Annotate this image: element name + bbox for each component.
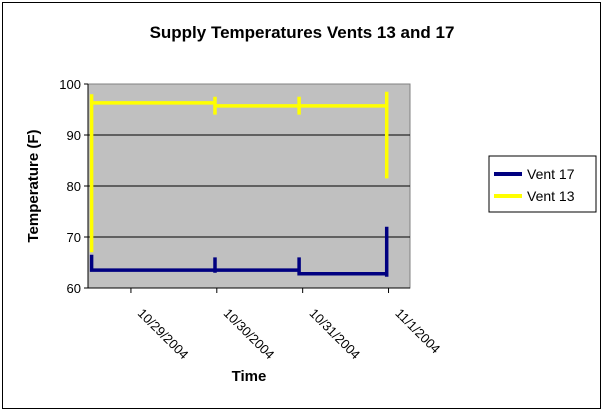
legend-label: Vent 13 [527, 188, 575, 204]
grid-lines [88, 134, 410, 238]
y-tick-label: 90 [67, 128, 81, 143]
legend: Vent 17 Vent 13 [488, 155, 597, 213]
y-tick-label: 80 [67, 179, 81, 194]
y-tick-label: 60 [67, 281, 81, 296]
legend-label: Vent 17 [527, 166, 575, 182]
chart-title: Supply Temperatures Vents 13 and 17 [150, 23, 455, 42]
x-axis-title: Time [232, 368, 267, 385]
series-line-vent-17 [89, 226, 389, 277]
y-tick-label: 100 [59, 77, 81, 92]
y-tick-label: 70 [67, 230, 81, 245]
legend-box [488, 155, 597, 213]
x-tick-label: 10/31/2004 [307, 306, 364, 363]
x-tick-label: 10/30/2004 [221, 306, 278, 363]
series-line-vent-13 [89, 91, 389, 253]
y-axis: 60 70 80 90 100 [59, 77, 89, 296]
x-axis: 10/29/2004 10/30/2004 10/31/2004 11/1/2004 [88, 287, 443, 363]
y-axis-title: Temperature (F) [25, 129, 42, 242]
x-tick-label: 10/29/2004 [135, 306, 192, 363]
x-tick-label: 11/1/2004 [392, 306, 443, 357]
series-group [89, 91, 389, 277]
